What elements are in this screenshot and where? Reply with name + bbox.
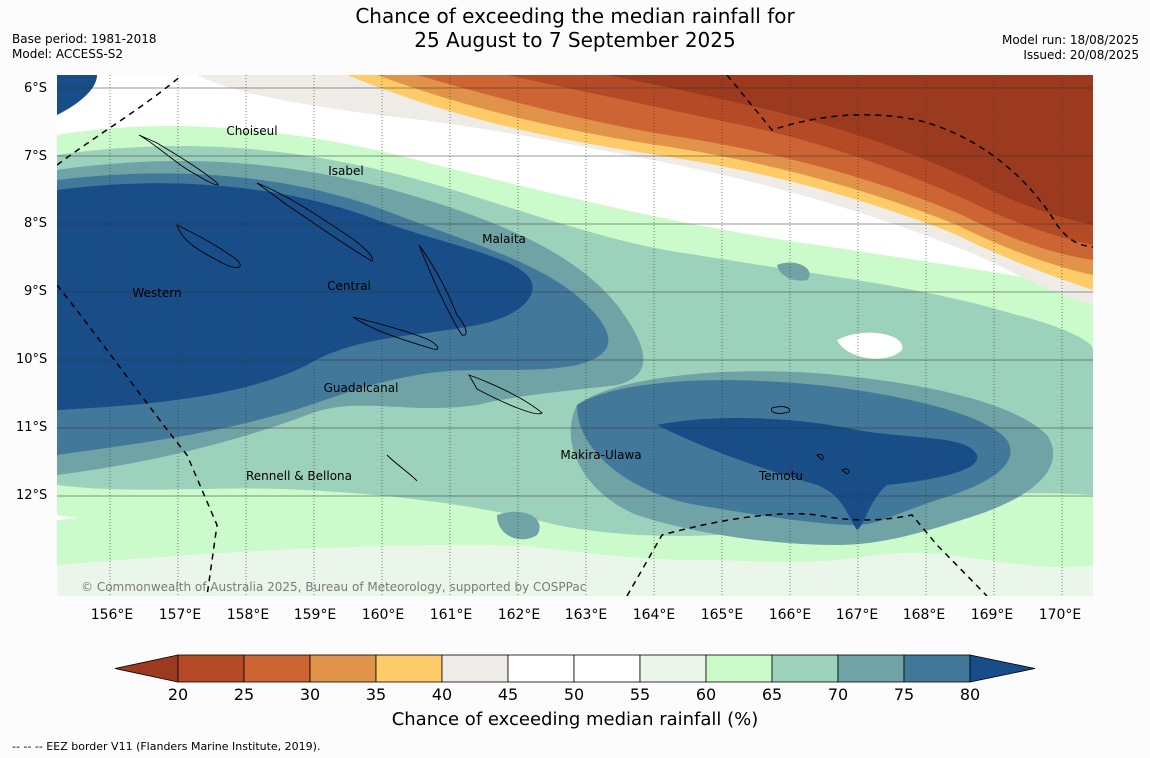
contour-80-west (57, 183, 533, 410)
place-label: Isabel (328, 164, 364, 178)
lon-label: 159°E (293, 607, 337, 623)
lon-label: 166°E (768, 607, 812, 623)
model-run: Model run: 18/08/2025 (1001, 33, 1139, 47)
lon-label: 168°E (902, 607, 946, 623)
model-name: Model: ACCESS-S2 (12, 47, 124, 61)
lat-label: 12°S (16, 488, 48, 503)
place-label: Choiseul (226, 124, 278, 138)
colorbar-segment (903, 654, 971, 683)
place-label: Central (327, 279, 371, 293)
place-label: Guadalcanal (323, 381, 399, 395)
colorbar-tick: 75 (893, 685, 915, 704)
guadalcanal-coast (352, 316, 439, 350)
colorbar-arrow-low (114, 654, 179, 683)
coastlines (138, 134, 850, 482)
contour-small-blob (497, 511, 540, 540)
place-label: Temotu (758, 469, 804, 483)
colorbar-tick: 20 (167, 685, 189, 704)
colorbar-tick: 40 (431, 685, 453, 704)
colorbar-segment (837, 654, 905, 683)
place-label: Rennell & Bellona (245, 469, 353, 483)
lat-label: 6°S (24, 81, 48, 96)
colorbar-tick: 45 (497, 685, 519, 704)
map-title: Chance of exceeding the median rainfall … (0, 4, 1150, 52)
contour-80-nw (57, 75, 97, 115)
malaita-coast (418, 244, 467, 336)
colorbar-tick: 35 (365, 685, 387, 704)
lon-label: 156°E (90, 607, 134, 623)
lon-label: 158°E (226, 607, 270, 623)
lon-label: 162°E (497, 607, 541, 623)
contour-below-20 (607, 75, 1093, 225)
run-info: Model run: 18/08/2025 Issued: 20/08/2025 (1002, 33, 1139, 63)
lat-label: 9°S (24, 284, 48, 299)
colorbar-title: Chance of exceeding median rainfall (%) (391, 709, 759, 730)
colorbar-segment (507, 654, 575, 683)
colorbar-segment (177, 654, 245, 683)
lat-label: 10°S (16, 352, 48, 367)
western-coast (176, 224, 241, 268)
temotu-coast (771, 406, 790, 414)
lon-label: 167°E (835, 607, 879, 623)
colorbar-segment (243, 654, 311, 683)
colorbar-segment (375, 654, 443, 683)
small-island-coast-2 (841, 468, 850, 475)
colorbar-segment (309, 654, 377, 683)
model-info: Base period: 1981-2018 Model: ACCESS-S2 (12, 32, 157, 62)
colorbar-segment (771, 654, 839, 683)
colorbar-segment (441, 654, 509, 683)
colorbar-arrow-high (969, 654, 1036, 683)
lon-label: 160°E (361, 607, 405, 623)
contour-high-dry (837, 332, 903, 359)
small-island-coast (816, 454, 824, 461)
colorbar-tick: 50 (563, 685, 585, 704)
colorbar-segment (639, 654, 707, 683)
colorbar-tick: 55 (629, 685, 651, 704)
lat-label: 8°S (24, 216, 48, 231)
contour-small-blob-2 (777, 262, 810, 281)
copyright-notice: © Commonwealth of Australia 2025, Bureau… (81, 580, 587, 594)
place-label: Western (132, 286, 182, 300)
colorbar-segment (573, 654, 641, 683)
place-label: Makira-Ulawa (560, 448, 642, 462)
rainfall-map (57, 75, 1093, 596)
choiseul-coast (138, 134, 219, 186)
colorbar-tick: 60 (695, 685, 717, 704)
colorbar-tick: 70 (827, 685, 849, 704)
latitude-lines (57, 87, 1093, 497)
place-label: Malaita (482, 232, 526, 246)
title-line-1: Chance of exceeding the median rainfall … (355, 4, 795, 28)
lon-label: 161°E (429, 607, 473, 623)
lat-label: 7°S (24, 149, 48, 164)
isabel-coast (256, 182, 373, 262)
colorbar-tick: 80 (959, 685, 981, 704)
lon-label: 157°E (158, 607, 202, 623)
lat-label: 11°S (16, 420, 48, 435)
colorbar-tick: 65 (761, 685, 783, 704)
colorbar-tick: 30 (299, 685, 321, 704)
rennell-coast (386, 454, 418, 482)
eez-legend-note: -- -- -- EEZ border V11 (Flanders Marine… (12, 740, 321, 753)
lon-label: 169°E (970, 607, 1014, 623)
colorbar-tick: 25 (233, 685, 255, 704)
base-period: Base period: 1981-2018 (12, 32, 157, 46)
issued-date: Issued: 20/08/2025 (1023, 48, 1139, 62)
title-line-2: 25 August to 7 September 2025 (414, 28, 736, 52)
lon-label: 170°E (1038, 607, 1082, 623)
contour-80-east (657, 418, 978, 530)
colorbar-segment (705, 654, 773, 683)
lon-label: 163°E (564, 607, 608, 623)
lon-label: 164°E (632, 607, 676, 623)
makira-coast (468, 374, 543, 415)
eez-border (57, 75, 1093, 596)
lon-label: 165°E (700, 607, 744, 623)
colorbar (114, 654, 1036, 683)
